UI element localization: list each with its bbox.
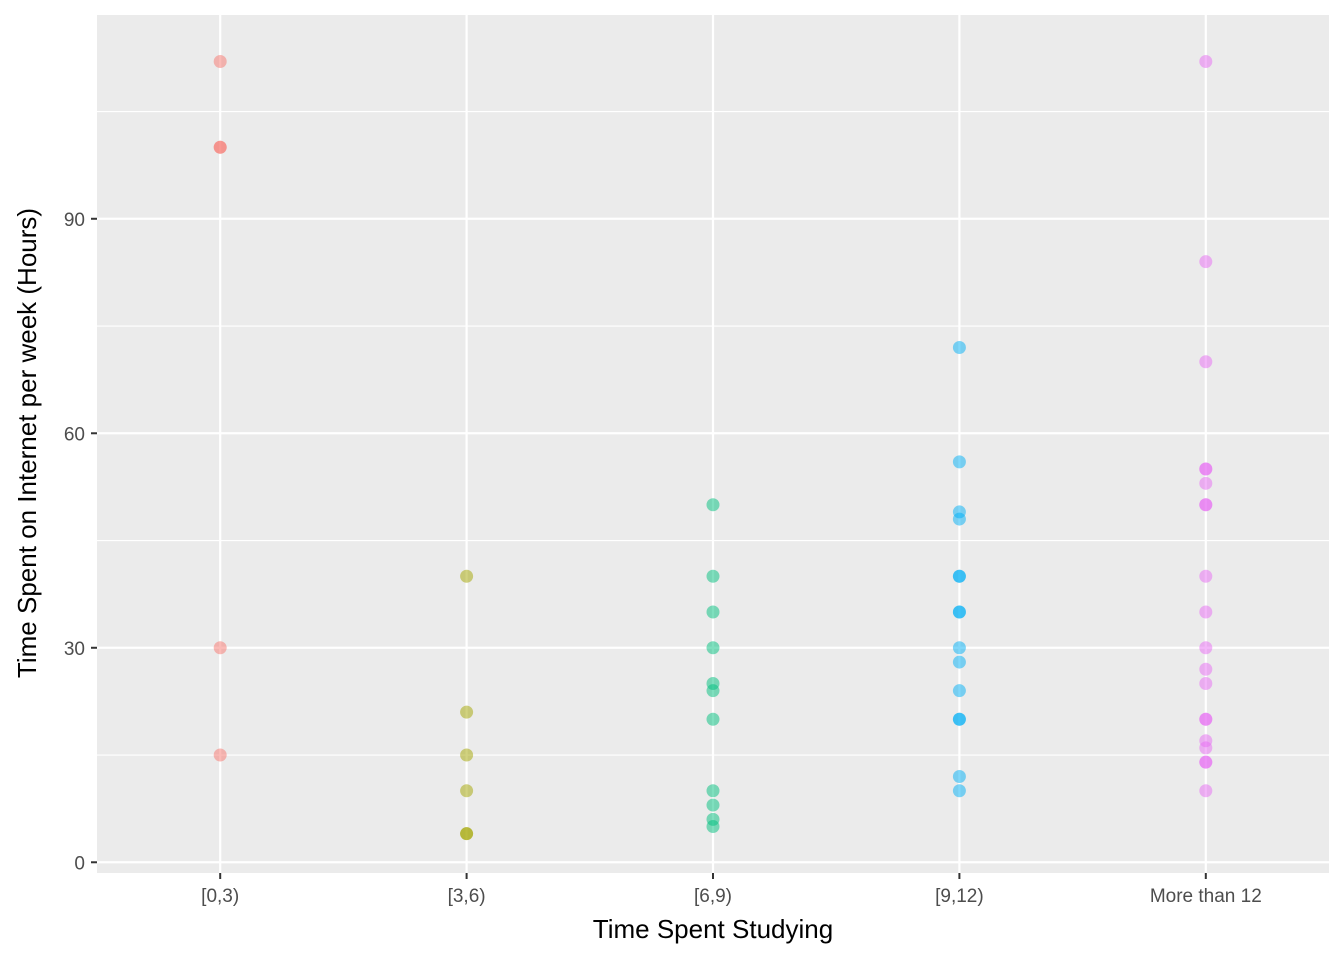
data-point xyxy=(707,641,720,654)
data-point xyxy=(953,684,966,697)
data-point xyxy=(1199,55,1212,68)
data-point xyxy=(1199,756,1212,769)
data-point xyxy=(1199,741,1212,754)
x-axis-title: Time Spent Studying xyxy=(593,914,833,944)
y-tick-label: 90 xyxy=(64,210,85,231)
y-tick-label: 0 xyxy=(74,853,85,874)
data-point xyxy=(460,784,473,797)
data-point xyxy=(953,713,966,726)
data-point xyxy=(707,570,720,583)
data-point xyxy=(1199,355,1212,368)
data-point xyxy=(1199,641,1212,654)
y-axis: 0 30 60 90 xyxy=(64,210,97,875)
data-point xyxy=(953,606,966,619)
x-tick-label: [3,6) xyxy=(448,886,486,907)
data-point xyxy=(707,498,720,511)
data-point xyxy=(953,341,966,354)
data-point xyxy=(1199,255,1212,268)
data-point xyxy=(953,784,966,797)
data-point xyxy=(707,606,720,619)
data-point xyxy=(707,713,720,726)
data-point xyxy=(707,684,720,697)
data-point xyxy=(953,570,966,583)
data-point xyxy=(953,656,966,669)
data-point xyxy=(1199,606,1212,619)
data-point xyxy=(214,141,227,154)
y-tick-label: 60 xyxy=(64,424,85,445)
data-point xyxy=(214,55,227,68)
data-point xyxy=(1199,498,1212,511)
data-point xyxy=(214,749,227,762)
data-point xyxy=(707,784,720,797)
data-point xyxy=(460,706,473,719)
data-point xyxy=(1199,477,1212,490)
data-point xyxy=(1199,784,1212,797)
data-point xyxy=(1199,663,1212,676)
x-tick-label: More than 12 xyxy=(1150,886,1262,907)
data-point xyxy=(214,641,227,654)
y-tick-label: 30 xyxy=(64,639,85,660)
data-point xyxy=(460,827,473,840)
data-point xyxy=(1199,570,1212,583)
data-point xyxy=(460,749,473,762)
y-axis-title: Time Spent on Internet per week (Hours) xyxy=(12,208,42,678)
data-point xyxy=(953,513,966,526)
data-point xyxy=(953,641,966,654)
data-point xyxy=(707,799,720,812)
x-tick-label: [6,9) xyxy=(694,886,732,907)
x-axis: [0,3) [3,6) [6,9) [9,12) More than 12 xyxy=(201,873,1262,907)
data-point xyxy=(707,820,720,833)
data-point xyxy=(953,455,966,468)
data-point xyxy=(1199,463,1212,476)
x-tick-label: [9,12) xyxy=(935,886,984,907)
data-point xyxy=(1199,713,1212,726)
data-point xyxy=(953,770,966,783)
x-tick-label: [0,3) xyxy=(201,886,239,907)
data-point xyxy=(1199,677,1212,690)
data-point xyxy=(460,570,473,583)
